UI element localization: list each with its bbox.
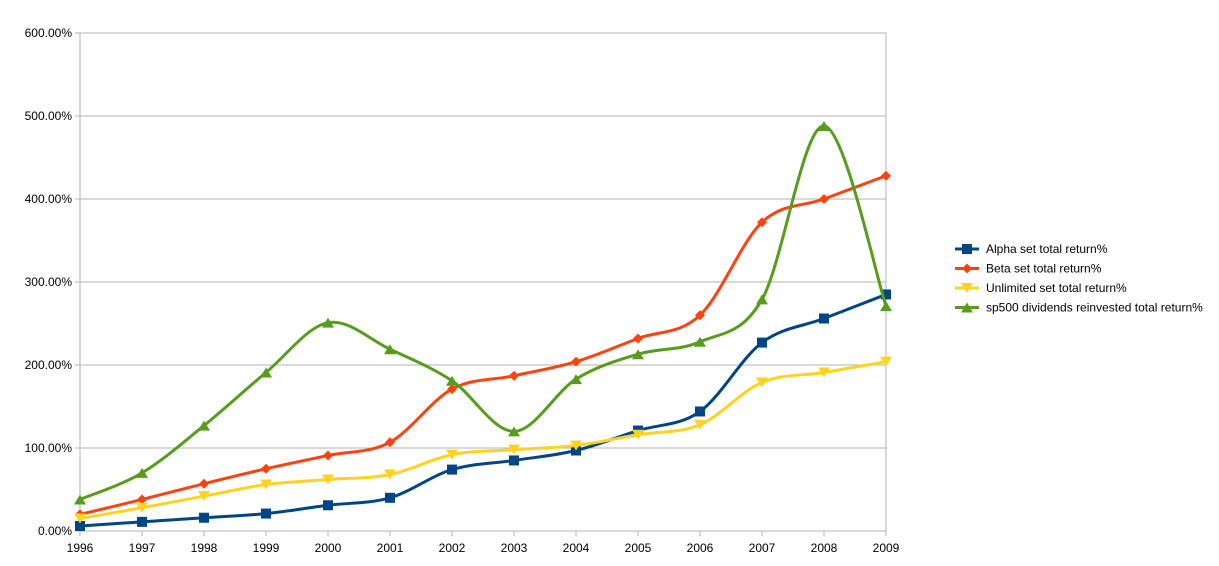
data-point-marker (261, 463, 271, 474)
data-point-marker (384, 469, 396, 480)
data-point-marker (632, 429, 644, 440)
x-tick-label: 1997 (129, 541, 156, 555)
data-point-marker (694, 336, 706, 347)
data-point-marker (880, 301, 892, 312)
series-3 (74, 356, 892, 524)
x-tick-label: 1996 (67, 541, 94, 555)
data-point-marker (695, 310, 705, 321)
series-2 (75, 170, 891, 520)
data-point-marker (137, 516, 147, 527)
data-point-marker (447, 464, 457, 475)
data-point-marker (508, 426, 520, 437)
data-point-marker (137, 494, 147, 505)
data-point-marker (198, 420, 210, 431)
legend-item: sp500 dividends reinvested total return% (955, 301, 1203, 315)
x-tick-label: 1998 (191, 541, 218, 555)
data-point-marker (446, 375, 458, 386)
data-point-marker (818, 367, 830, 378)
data-point-marker (385, 492, 395, 503)
x-tick-label: 2006 (687, 541, 714, 555)
x-tick-label: 2000 (315, 541, 342, 555)
data-point-marker (75, 521, 85, 532)
data-point-marker (74, 494, 86, 505)
data-point-marker (694, 419, 706, 430)
data-point-marker (819, 313, 829, 324)
data-point-marker (260, 367, 272, 378)
legend-label: Alpha set total return% (986, 242, 1108, 256)
data-point-marker (695, 406, 705, 417)
data-point-marker (571, 356, 581, 367)
legend-label: sp500 dividends reinvested total return% (986, 301, 1203, 315)
data-point-marker (881, 289, 891, 300)
data-point-marker (261, 508, 271, 519)
legend-label: Unlimited set total return% (986, 281, 1127, 295)
y-tick-label: 100.00% (25, 441, 73, 455)
data-point-marker (508, 444, 520, 455)
legend-marker (962, 244, 972, 254)
x-tick-label: 2008 (811, 541, 838, 555)
data-point-marker (819, 194, 829, 204)
data-point-marker (881, 170, 891, 181)
data-point-marker (446, 449, 458, 460)
x-tick-label: 2003 (501, 541, 528, 555)
y-tick-label: 400.00% (25, 192, 73, 206)
data-point-marker (756, 294, 768, 305)
data-point-marker (447, 384, 457, 395)
data-point-marker (199, 478, 209, 489)
x-tick-label: 2007 (749, 541, 776, 555)
series-4 (74, 120, 892, 505)
data-point-marker (570, 440, 582, 451)
grid (80, 32, 886, 532)
data-point-marker (632, 349, 644, 360)
legend-item: Beta set total return% (955, 262, 1102, 276)
x-tick-label: 2005 (625, 541, 652, 555)
series-group (74, 120, 892, 532)
data-point-marker (260, 479, 272, 490)
data-point-marker (74, 513, 86, 524)
x-tick-label: 2001 (377, 541, 404, 555)
series-line (79, 360, 887, 521)
y-tick-label: 300.00% (25, 275, 73, 289)
data-point-marker (322, 474, 334, 485)
data-point-marker (757, 337, 767, 348)
x-tick-label: 1999 (253, 541, 280, 555)
x-tick-label: 2002 (439, 541, 466, 555)
data-point-marker (136, 467, 148, 478)
data-point-marker (198, 491, 210, 502)
legend-label: Beta set total return% (986, 262, 1102, 276)
data-point-marker (570, 374, 582, 385)
data-point-marker (633, 333, 643, 344)
legend-item: Alpha set total return% (955, 242, 1108, 256)
y-tick-label: 500.00% (25, 109, 73, 123)
x-tick-label: 2004 (563, 541, 590, 555)
y-tick-label: 600.00% (25, 26, 73, 40)
legend-marker (961, 283, 973, 293)
data-point-marker (322, 317, 334, 328)
data-point-marker (880, 356, 892, 367)
y-tick-label: 200.00% (25, 358, 73, 372)
data-point-marker (385, 437, 395, 448)
data-point-marker (509, 370, 519, 381)
y-tick-label: 0.00% (38, 524, 72, 538)
data-point-marker (756, 377, 768, 388)
series-line (79, 124, 888, 501)
axes: 0.00% 100.00% 200.00% 300.00% 400.00% 500.00%… (25, 26, 900, 555)
data-point-marker (384, 344, 396, 355)
data-point-marker (757, 217, 767, 228)
legend: Alpha set total return% Beta set total re… (955, 242, 1203, 315)
legend-marker (962, 263, 972, 274)
data-point-marker (323, 500, 333, 511)
data-point-marker (136, 502, 148, 513)
x-tick-label: 2009 (873, 541, 900, 555)
legend-item: Unlimited set total return% (955, 281, 1127, 295)
series-line (79, 174, 887, 516)
data-point-marker (323, 450, 333, 461)
data-point-marker (509, 455, 519, 466)
data-point-marker (199, 512, 209, 523)
data-point-marker (818, 120, 830, 131)
legend-marker (961, 302, 973, 313)
